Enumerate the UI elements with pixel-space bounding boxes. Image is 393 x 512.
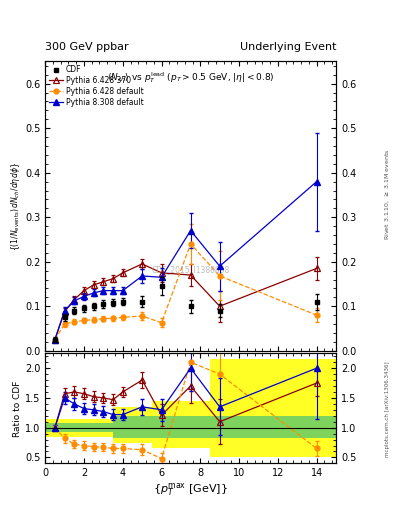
Text: CDF_2015_I1388858: CDF_2015_I1388858 — [151, 265, 230, 274]
Text: Underlying Event: Underlying Event — [239, 42, 336, 52]
Text: mcplots.cern.ch [arXiv:1306.3436]: mcplots.cern.ch [arXiv:1306.3436] — [385, 362, 389, 457]
Y-axis label: $\{(1/N_{\rm events})\,dN_{ch}/d\eta\,d\phi\}$: $\{(1/N_{\rm events})\,dN_{ch}/d\eta\,d\… — [9, 161, 22, 251]
Text: 300 GeV ppbar: 300 GeV ppbar — [45, 42, 129, 52]
Legend: CDF, Pythia 6.428 370, Pythia 6.428 default, Pythia 8.308 default: CDF, Pythia 6.428 370, Pythia 6.428 defa… — [48, 63, 145, 109]
X-axis label: $\{p_T^{\rm max}\ [\rm GeV]\}$: $\{p_T^{\rm max}\ [\rm GeV]\}$ — [153, 481, 228, 498]
Text: Rivet 3.1.10, $\geq$ 3.1M events: Rivet 3.1.10, $\geq$ 3.1M events — [383, 149, 391, 240]
Y-axis label: Ratio to CDF: Ratio to CDF — [13, 380, 22, 437]
Text: $\langle N_{ch}\rangle$ vs $p_T^{\rm lead}$ ($p_T > 0.5$ GeV, $|\eta| < 0.8$): $\langle N_{ch}\rangle$ vs $p_T^{\rm lea… — [107, 70, 274, 85]
